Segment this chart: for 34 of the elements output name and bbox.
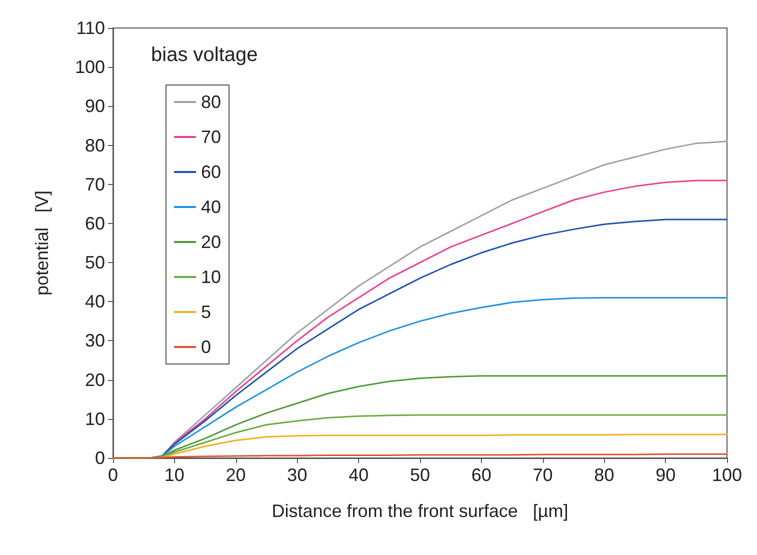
x-axis-title: Distance from the front surface [µm] [272,501,568,521]
y-tick-label: 40 [84,292,105,312]
x-tick-label: 100 [712,465,742,485]
y-tick-label: 50 [84,252,105,273]
legend-label: 80 [201,92,222,112]
legend-label: 70 [201,127,222,147]
legend-label: 20 [201,232,222,252]
y-tick-label: 30 [84,330,105,351]
y-tick-label: 100 [74,57,105,78]
y-tick-label: 10 [84,408,105,429]
x-tick-label: 80 [594,465,614,485]
y-tick-label: 70 [84,174,105,194]
x-tick-label: 10 [164,465,184,485]
x-tick-label: 50 [410,465,430,485]
y-axis-title: potential [V] [32,190,52,296]
legend-label: 5 [201,302,212,322]
x-tick-label: 0 [108,465,118,485]
legend-label: 60 [201,162,222,182]
y-tick-label: 20 [84,370,105,390]
x-tick-label: 20 [226,465,246,485]
legend-title: bias voltage [151,44,258,66]
x-tick-label: 90 [656,465,676,485]
x-tick-label: 70 [532,465,553,485]
y-tick-label: 60 [84,213,105,234]
legend-label: 10 [201,267,222,287]
legend-label: 40 [201,197,222,217]
y-tick-label: 110 [76,18,105,38]
y-tick-label: 0 [94,448,105,468]
x-tick-label: 60 [471,465,492,485]
x-tick-label: 30 [287,465,308,485]
y-tick-label: 90 [84,96,105,116]
legend-label: 0 [201,337,212,357]
y-tick-label: 80 [84,135,105,156]
x-tick-label: 40 [348,465,369,485]
